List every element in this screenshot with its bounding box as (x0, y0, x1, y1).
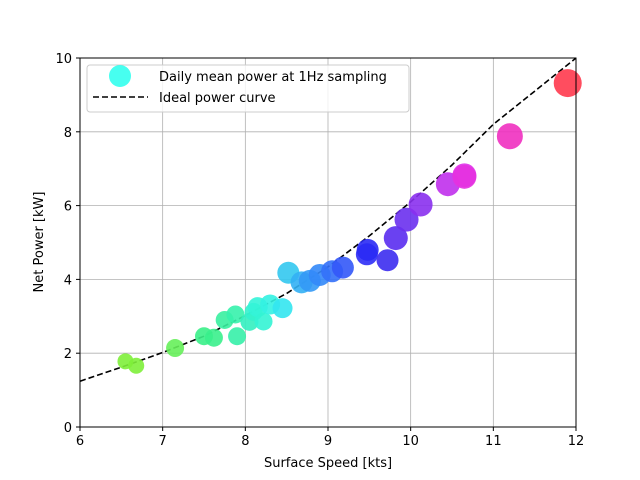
y-tick-label: 4 (64, 273, 72, 288)
x-axis-label: Surface Speed [kts] (264, 456, 392, 471)
x-tick-label: 12 (568, 434, 585, 449)
scatter-point (356, 238, 379, 261)
y-axis-label: Net Power [kW] (32, 192, 47, 293)
x-tick-label: 7 (159, 434, 167, 449)
scatter-point (166, 339, 185, 358)
scatter-point (452, 164, 477, 189)
x-tick-label: 10 (402, 434, 419, 449)
y-tick-label: 2 (64, 347, 72, 362)
scatter-point (394, 207, 419, 232)
scatter-point (226, 305, 245, 324)
y-tick-label: 0 (64, 421, 72, 436)
scatter-point (204, 328, 223, 347)
legend-box (86, 64, 410, 113)
legend: Daily mean power at 1Hz sampling Ideal p… (86, 64, 410, 113)
legend-marker-scatter (109, 65, 131, 87)
x-tick-label: 8 (241, 434, 249, 449)
y-tick-label: 10 (55, 52, 72, 67)
legend-label-ideal: Ideal power curve (159, 91, 276, 106)
scatter-point (553, 69, 582, 98)
scatter-point (408, 192, 433, 217)
scatter-points-layer (117, 69, 582, 374)
scatter-point (383, 226, 408, 251)
scatter-point (228, 327, 247, 346)
scatter-point (272, 298, 293, 319)
y-tick-label: 6 (64, 200, 72, 215)
scatter-point (376, 249, 399, 272)
axis-ticks: 6 7 8 9 10 11 12 0 2 4 6 8 10 (55, 52, 584, 449)
legend-label-scatter: Daily mean power at 1Hz sampling (159, 70, 387, 85)
x-tick-label: 9 (324, 434, 332, 449)
scatter-point (254, 312, 273, 331)
y-tick-label: 8 (64, 126, 72, 141)
scatter-point (128, 357, 145, 374)
scatter-point (496, 123, 523, 150)
scatter-point (331, 256, 354, 279)
x-tick-label: 11 (485, 434, 502, 449)
x-tick-label: 6 (76, 434, 84, 449)
